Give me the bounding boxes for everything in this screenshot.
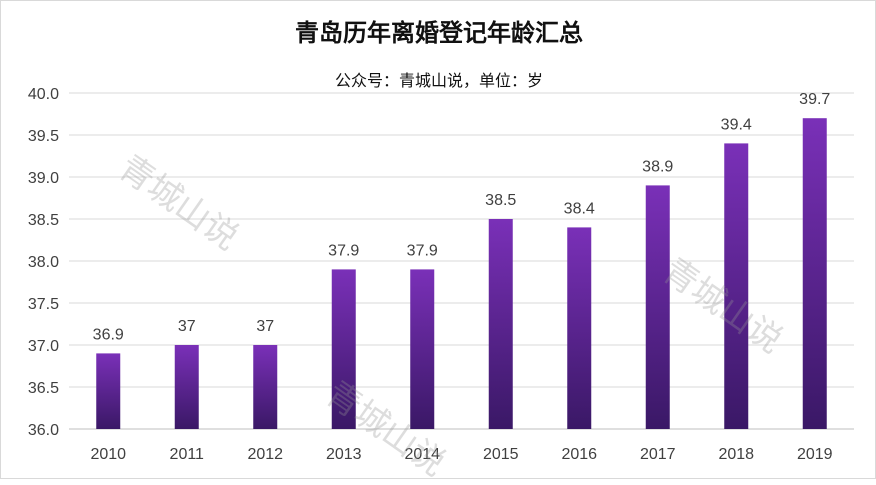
y-tick-label: 40.0 [28,86,59,103]
y-tick-label: 36.5 [28,380,59,397]
bar-2010 [96,353,121,429]
y-axis: 36.0 36.5 37.0 37.5 38.0 38.5 39.0 39.5 40.0 [28,86,59,439]
x-tick-label: 2014 [404,446,440,463]
gridlines [69,92,854,430]
y-tick-label: 37.5 [28,296,59,313]
y-tick-label: 36.0 [28,422,59,439]
bar-2017 [645,185,670,429]
bars [96,118,827,429]
data-label: 38.4 [564,200,595,217]
bar-2013 [331,269,356,429]
data-label: 36.9 [93,326,124,343]
bar-2018 [724,143,749,429]
data-labels: 36.9 37 37 37.9 37.9 38.5 38.4 38.9 39.4 39.7 [93,91,831,343]
x-tick-label: 2011 [170,446,205,463]
data-label: 38.9 [642,158,673,175]
data-label: 37 [178,318,196,335]
data-label: 38.5 [485,192,516,209]
y-tick-label: 38.5 [28,212,59,229]
data-label: 37.9 [328,242,359,259]
x-tick-label: 2010 [90,446,126,463]
data-label: 37 [256,318,274,335]
bar-2016 [567,227,592,429]
x-tick-label: 2019 [797,446,833,463]
y-tick-label: 39.0 [28,170,59,187]
y-tick-label: 39.5 [28,128,59,145]
x-tick-label: 2018 [718,446,754,463]
data-label: 39.7 [799,91,830,108]
x-tick-label: 2012 [247,446,283,463]
bar-2012 [253,345,278,429]
bar-2014 [410,269,435,429]
x-tick-label: 2015 [483,446,519,463]
bar-2015 [488,219,513,429]
x-tick-label: 2017 [640,446,676,463]
y-tick-label: 37.0 [28,338,59,355]
bar-2011 [174,345,199,429]
chart-title: 青岛历年离婚登记年龄汇总 [295,18,583,47]
data-label: 37.9 [407,242,438,259]
y-tick-label: 38.0 [28,254,59,271]
x-axis: 2010 2011 2012 2013 2014 2015 2016 2017 2018 2019 [90,446,832,463]
chart-subtitle: 公众号：青城山说，单位：岁 [334,71,543,90]
bar-2019 [802,118,827,429]
x-tick-label: 2016 [561,446,597,463]
data-label: 39.4 [721,116,752,133]
x-tick-label: 2013 [326,446,362,463]
